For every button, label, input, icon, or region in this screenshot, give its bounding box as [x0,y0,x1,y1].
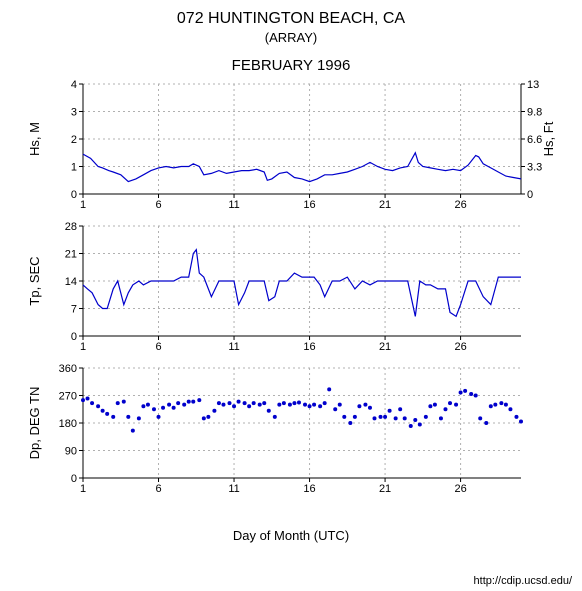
svg-text:1: 1 [80,483,86,495]
svg-text:21: 21 [379,199,391,211]
svg-text:0: 0 [71,331,77,343]
svg-text:26: 26 [454,199,466,211]
svg-text:13: 13 [527,79,539,91]
svg-text:26: 26 [454,483,466,495]
svg-text:270: 270 [59,391,77,403]
svg-text:3.3: 3.3 [527,162,542,174]
chart-area: 0123403.36.69.8131611162126Hs, MHs, Ft07… [21,74,561,524]
svg-text:6: 6 [155,483,161,495]
svg-text:1: 1 [80,341,86,353]
svg-text:90: 90 [65,446,77,458]
svg-text:9.8: 9.8 [527,107,542,119]
svg-text:26: 26 [454,341,466,353]
svg-text:28: 28 [65,221,77,233]
svg-text:4: 4 [71,79,77,91]
svg-text:16: 16 [303,341,315,353]
svg-text:0: 0 [71,473,77,485]
svg-text:14: 14 [65,276,77,288]
main-title: 072 HUNTINGTON BEACH, CA [0,10,582,28]
svg-text:1: 1 [71,162,77,174]
svg-text:6: 6 [155,199,161,211]
svg-text:11: 11 [228,341,239,353]
sub-title: (ARRAY) [0,30,582,45]
svg-text:21: 21 [65,249,77,261]
svg-text:6: 6 [155,341,161,353]
svg-text:7: 7 [71,304,77,316]
svg-text:180: 180 [59,418,77,430]
svg-text:Dp, DEG TN: Dp, DEG TN [27,387,42,460]
svg-text:2: 2 [71,134,77,146]
svg-text:3: 3 [71,107,77,119]
chart-title: FEBRUARY 1996 [0,57,582,74]
svg-text:Hs, Ft: Hs, Ft [541,121,556,156]
svg-text:16: 16 [303,199,315,211]
svg-text:21: 21 [379,341,391,353]
svg-text:16: 16 [303,483,315,495]
svg-text:360: 360 [59,363,77,375]
svg-text:0: 0 [527,189,533,201]
svg-text:Tp, SEC: Tp, SEC [27,256,42,305]
svg-text:0: 0 [71,189,77,201]
svg-text:Hs, M: Hs, M [27,122,42,156]
svg-text:11: 11 [228,483,239,495]
svg-text:6.6: 6.6 [527,134,542,146]
svg-text:1: 1 [80,199,86,211]
x-axis-label: Day of Month (UTC) [0,528,582,543]
svg-text:21: 21 [379,483,391,495]
svg-text:11: 11 [228,199,239,211]
footer-link: http://cdip.ucsd.edu/ [474,575,572,587]
